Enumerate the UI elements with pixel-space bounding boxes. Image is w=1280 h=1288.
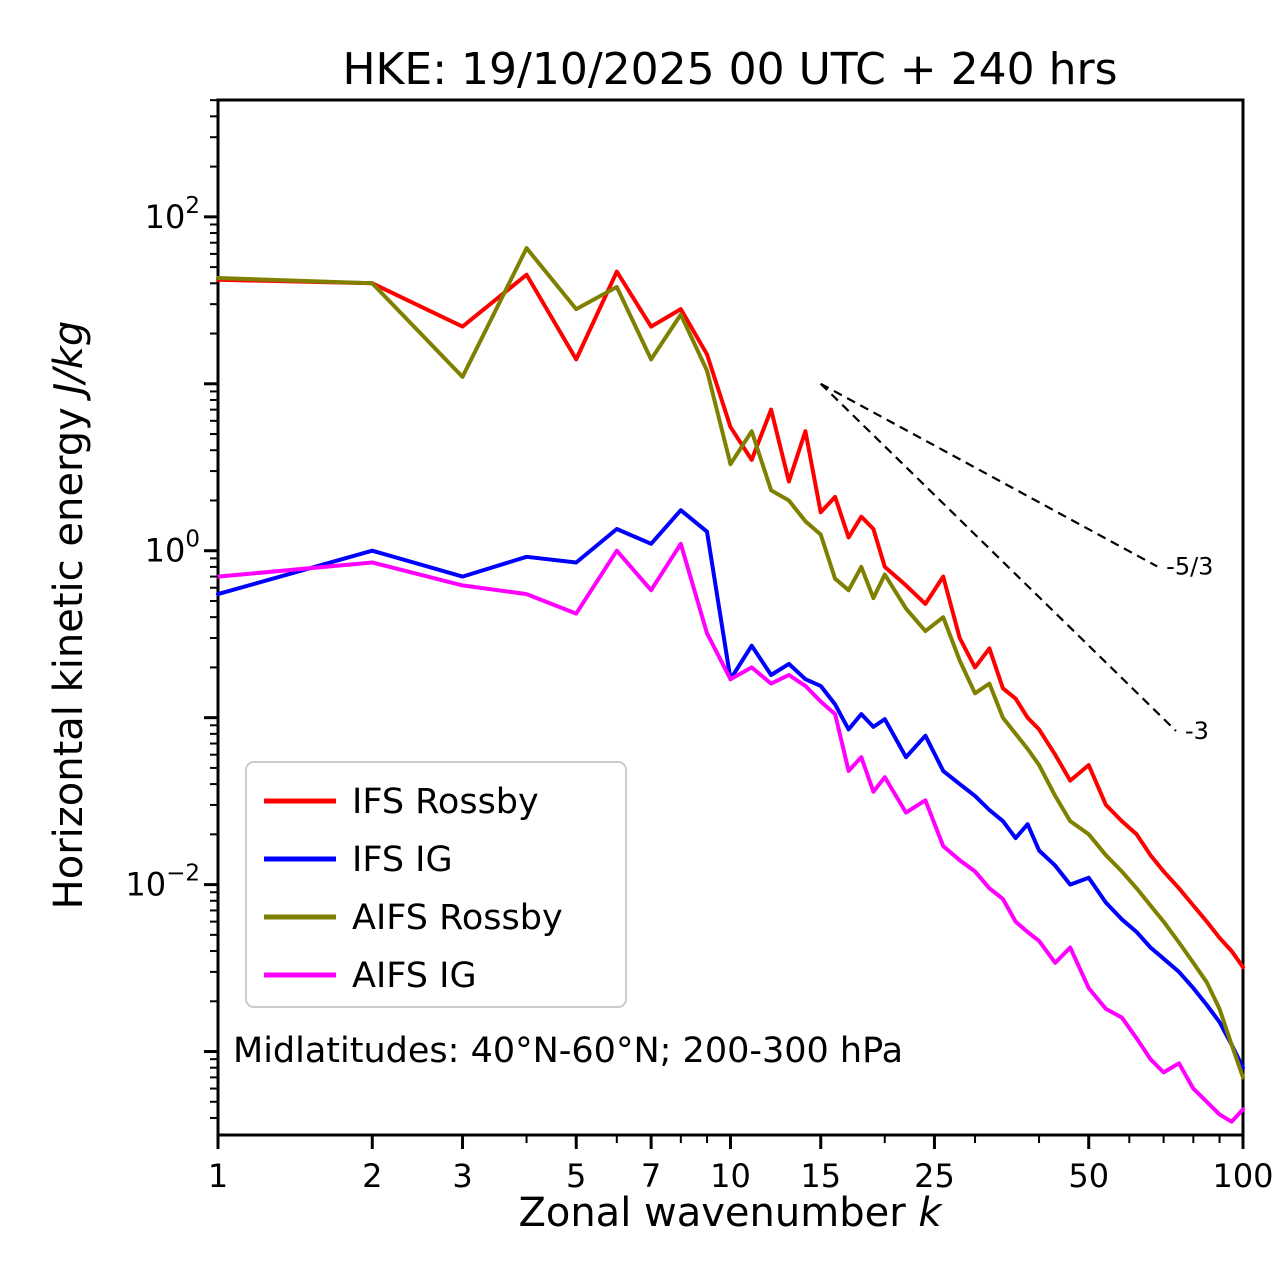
slope-guide-line (820, 382, 1158, 568)
y-axis-label-units: J/kg (46, 321, 92, 402)
axis-ticks: 1 2 3 5 7 10 15 25 50 100 10−2 100 102 (125, 99, 1274, 1195)
x-axis-label-symbol: k (918, 1190, 943, 1236)
legend-item: IFS Rossby (264, 782, 539, 822)
legend: IFS Rossby IFS IG AIFS Rossby AIFS IG (245, 761, 627, 1008)
series-ifs-rossby (216, 269, 1245, 970)
x-axis-label: Zonal wavenumber k (518, 1190, 943, 1236)
series-aifs-rossby (216, 246, 1245, 1080)
chart-title: HKE: 19/10/2025 00 UTC + 240 hrs (342, 44, 1117, 95)
y-axis-label-text: Horizontal kinetic energy (46, 395, 92, 910)
x-tick-label: 1 (208, 1157, 228, 1195)
legend-label-aifs-rossby: AIFS Rossby (352, 898, 563, 938)
legend-label-ifs-ig: IFS IG (352, 840, 453, 880)
annotation-text: Midlatitudes: 40°N-60°N; 200-300 hPa (233, 1031, 903, 1071)
series-ifs-ig (216, 508, 1245, 1070)
legend-label-aifs-ig: AIFS IG (352, 956, 477, 996)
legend-item: IFS IG (264, 840, 453, 880)
series-aifs-ig (216, 541, 1245, 1124)
legend-item: AIFS Rossby (264, 898, 563, 938)
legend-frame (245, 761, 627, 1008)
x-tick-label: 7 (641, 1157, 661, 1195)
y-tick-label: 102 (145, 193, 200, 236)
x-tick-label: 25 (914, 1157, 955, 1195)
x-tick-label: 100 (1212, 1157, 1273, 1195)
x-tick-label: 50 (1068, 1157, 1109, 1195)
x-tick-label: 3 (452, 1157, 472, 1195)
x-tick-label: 15 (800, 1157, 841, 1195)
slope-guide-label: -3 (1185, 717, 1209, 745)
legend-label-ifs-rossby: IFS Rossby (352, 782, 539, 822)
slope-guide-line (819, 383, 1177, 732)
x-tick-label: 5 (566, 1157, 586, 1195)
slope-guide-label: -5/3 (1166, 552, 1213, 580)
x-tick-label: 2 (362, 1157, 382, 1195)
data-series-lines (216, 246, 1245, 1124)
reference-slope-lines: -5/3 -3 (819, 382, 1213, 745)
y-tick-label: 100 (145, 527, 200, 570)
x-axis-label-text: Zonal wavenumber (518, 1190, 918, 1236)
legend-item: AIFS IG (264, 956, 477, 996)
y-tick-label: 10−2 (125, 861, 200, 904)
y-axis-label: Horizontal kinetic energy J/kg (46, 321, 92, 910)
x-tick-label: 10 (710, 1157, 751, 1195)
